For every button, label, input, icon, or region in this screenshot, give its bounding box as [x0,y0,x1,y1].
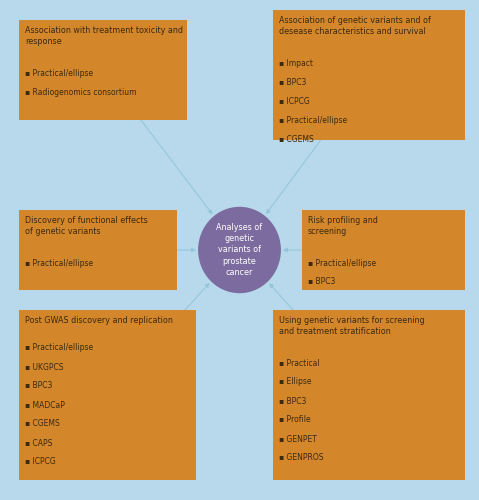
Text: ▪ Practical/ellipse: ▪ Practical/ellipse [25,68,93,78]
Text: ▪ Radiogenomics consortium: ▪ Radiogenomics consortium [25,88,137,96]
Text: ▪ MADCaP: ▪ MADCaP [25,400,65,409]
Text: ▪ ICPCG: ▪ ICPCG [25,458,56,466]
Text: ▪ CAPS: ▪ CAPS [25,438,52,448]
Text: ▪ CGEMS: ▪ CGEMS [279,134,314,143]
Text: ▪ UKGPCS: ▪ UKGPCS [25,362,63,372]
FancyBboxPatch shape [302,210,465,290]
FancyBboxPatch shape [19,20,187,120]
Text: Risk profiling and
screening: Risk profiling and screening [308,216,377,236]
Text: ▪ BPC3: ▪ BPC3 [308,278,335,286]
Text: Discovery of functional effects
of genetic variants: Discovery of functional effects of genet… [25,216,148,236]
Text: Post GWAS discovery and replication: Post GWAS discovery and replication [25,316,173,325]
Text: ▪ Practical: ▪ Practical [279,358,319,368]
Text: ▪ Profile: ▪ Profile [279,416,310,424]
Text: ▪ BPC3: ▪ BPC3 [279,78,306,86]
Text: ▪ Ellipse: ▪ Ellipse [279,378,311,386]
Text: ▪ Impact: ▪ Impact [279,58,313,68]
Text: Using genetic variants for screening
and treatment stratification: Using genetic variants for screening and… [279,316,424,336]
Text: Association of genetic variants and of
desease characteristics and survival: Association of genetic variants and of d… [279,16,431,36]
Text: ▪ GENPET: ▪ GENPET [279,434,317,444]
Circle shape [199,208,280,292]
Text: ▪ Practical/ellipse: ▪ Practical/ellipse [25,258,93,268]
Text: Analyses of
genetic
variants of
prostate
cancer: Analyses of genetic variants of prostate… [217,224,262,276]
Text: ▪ Practical/ellipse: ▪ Practical/ellipse [25,344,93,352]
FancyBboxPatch shape [273,310,465,480]
Text: ▪ GENPROS: ▪ GENPROS [279,454,323,462]
FancyBboxPatch shape [19,310,196,480]
Text: ▪ BPC3: ▪ BPC3 [279,396,306,406]
FancyBboxPatch shape [273,10,465,140]
Text: ▪ Practical/ellipse: ▪ Practical/ellipse [279,116,347,124]
Text: ▪ CGEMS: ▪ CGEMS [25,420,60,428]
Text: Association with treatment toxicity and
response: Association with treatment toxicity and … [25,26,183,46]
FancyBboxPatch shape [19,210,177,290]
Text: ▪ BPC3: ▪ BPC3 [25,382,52,390]
Text: ▪ Practical/ellipse: ▪ Practical/ellipse [308,258,376,268]
Text: ▪ ICPCG: ▪ ICPCG [279,96,309,106]
